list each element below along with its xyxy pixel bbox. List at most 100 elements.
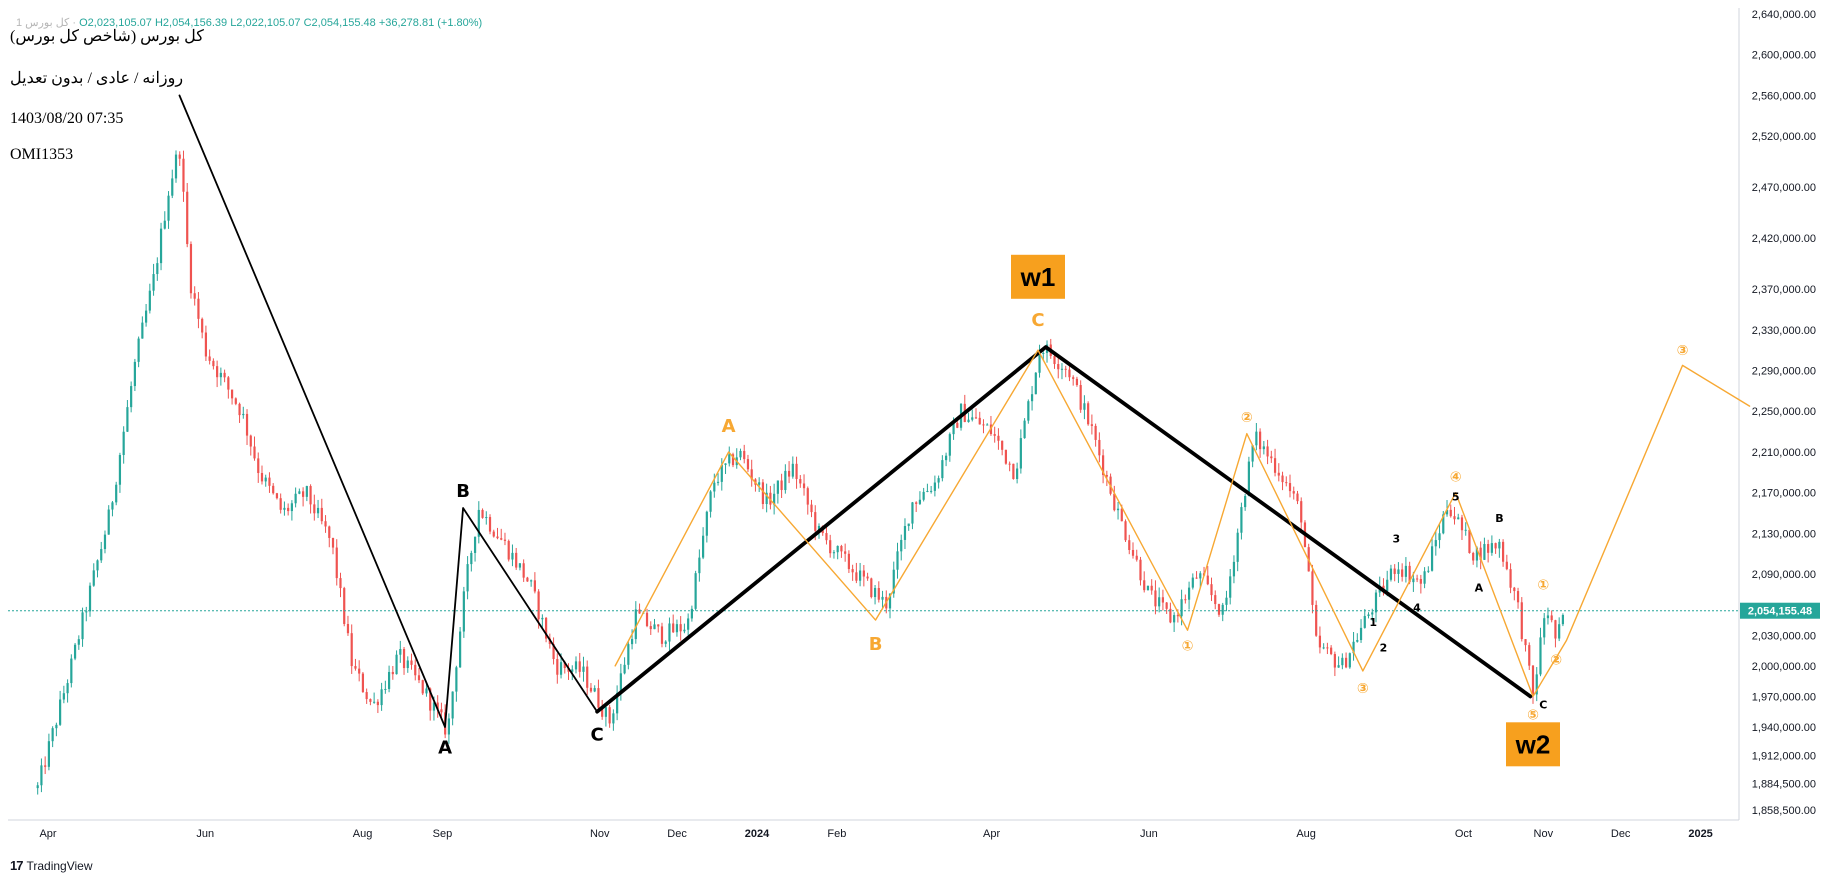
candle-body: [773, 493, 776, 505]
candle-body: [1300, 501, 1303, 523]
candle-body: [1191, 577, 1194, 588]
wave-label: ④: [1450, 469, 1462, 485]
wave-label: ⑤: [1527, 708, 1539, 724]
candle-body: [414, 664, 417, 676]
candle-body: [47, 741, 51, 767]
candle-body: [1330, 647, 1333, 655]
candle-body: [851, 569, 854, 573]
last-price-label: 2,054,155.48: [1748, 606, 1812, 618]
candle-body: [346, 623, 350, 634]
candle-body: [1438, 533, 1441, 541]
candle-body: [268, 477, 271, 486]
candle-body: [417, 675, 421, 681]
candle-body: [1524, 639, 1527, 646]
candle-body: [272, 485, 275, 494]
candle-body: [1072, 377, 1075, 379]
chart-code: OMI1353: [10, 146, 74, 163]
ohlc-readout: کل بورس 1 · O2,023,105.07 H2,054,156.39 …: [16, 16, 482, 29]
candle-body: [1259, 431, 1262, 450]
candle-body: [451, 691, 454, 719]
candle-body: [328, 526, 331, 538]
candle-body: [716, 481, 720, 483]
candle-body: [1498, 541, 1501, 549]
candle-body: [1030, 394, 1034, 402]
candle-body: [395, 654, 398, 675]
candle-body: [44, 765, 47, 767]
candle-body: [440, 709, 443, 713]
candle-body: [743, 450, 746, 460]
candle-body: [1285, 482, 1288, 484]
candle-body: [720, 464, 723, 482]
x-axis[interactable]: Apr Jun Aug Sep Nov Dec 2024 Feb Apr Jun Aug Oct Nov…: [39, 828, 1712, 840]
candle-body: [900, 539, 903, 552]
candle-body: [728, 454, 731, 464]
candle-body: [178, 154, 181, 159]
candle-body: [1034, 372, 1037, 395]
wave-label: 3: [1393, 532, 1401, 545]
candle-body: [163, 220, 166, 229]
candle-body: [930, 490, 933, 492]
candle-body: [544, 617, 548, 639]
candle-body: [1229, 576, 1232, 598]
candle-body: [51, 728, 54, 742]
candle-body: [1214, 595, 1217, 605]
candle-body: [1139, 559, 1142, 581]
candle-body: [193, 293, 196, 299]
candle-body: [391, 671, 394, 675]
candle-body: [1004, 449, 1008, 464]
y-tick-label: 2,330,000.00: [1752, 325, 1816, 337]
candle-body: [1479, 547, 1482, 560]
candle-body: [870, 578, 873, 598]
candle-body: [1558, 624, 1561, 639]
close-value: C2,054,155.48: [303, 17, 376, 29]
candle-body: [186, 191, 189, 245]
candle-body: [862, 570, 865, 577]
candle-body: [1169, 608, 1172, 623]
x-tick-label: Sep: [433, 828, 453, 840]
candle-body: [260, 473, 264, 482]
candle-body: [1430, 546, 1434, 571]
candle-body: [152, 274, 155, 291]
candle-body: [40, 765, 43, 786]
candle-body: [361, 673, 365, 693]
x-tick-label: Dec: [667, 828, 687, 840]
x-tick-label: Jun: [196, 828, 214, 840]
candle-body: [141, 322, 144, 339]
tradingview-brand[interactable]: 17 TradingView: [10, 858, 93, 873]
candle-body: [836, 545, 839, 553]
candle-body: [144, 310, 148, 323]
candle-body: [578, 661, 581, 672]
candle-body: [1042, 352, 1045, 354]
wave-label: A: [438, 738, 452, 759]
candle-body: [1146, 585, 1150, 591]
candle-body: [485, 517, 488, 519]
candle-body: [1453, 516, 1456, 520]
wave-label-box: [1506, 722, 1560, 767]
wave-label: A: [722, 416, 736, 437]
candle-body: [660, 626, 664, 644]
candle-body: [1094, 425, 1097, 440]
y-axis[interactable]: 2,640,000.00 2,600,000.00 2,560,000.00 2,52…: [1752, 9, 1816, 817]
candle-body: [1221, 604, 1224, 615]
candle-body: [380, 689, 383, 706]
candle-body: [238, 403, 241, 416]
candle-body: [1393, 568, 1396, 574]
candle-body: [1158, 597, 1161, 607]
candle-body: [503, 539, 507, 541]
candle-body: [406, 660, 409, 669]
x-tick-label: Nov: [590, 828, 610, 840]
wave-label: ③: [1357, 681, 1369, 697]
candle-body: [616, 692, 619, 714]
candle-body: [1528, 645, 1531, 666]
candle-body: [1326, 647, 1329, 649]
candle-body: [1483, 544, 1486, 560]
candle-body: [746, 459, 750, 470]
candle-body: [593, 688, 596, 692]
candle-body: [791, 463, 794, 477]
candle-body: [1363, 616, 1366, 628]
candle-body: [1165, 602, 1168, 609]
candle-body: [1240, 507, 1243, 533]
wave-label: 5: [1452, 491, 1460, 504]
wave-label: w1: [1020, 262, 1056, 292]
